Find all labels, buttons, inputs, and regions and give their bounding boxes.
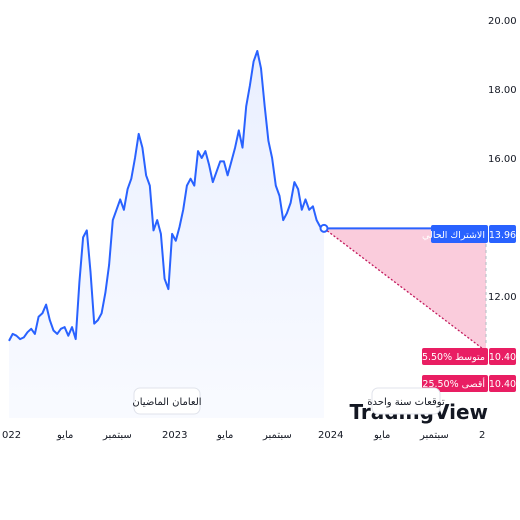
- price-line: [8, 50, 325, 342]
- average-value-tag: [489, 348, 516, 365]
- y-tick-label: 16.00: [488, 154, 517, 165]
- forecast-pill-label: توقعات سنة واحدة: [367, 397, 445, 408]
- past-period-pill: العامان الماضيان: [132, 387, 202, 415]
- high-value-tag: [489, 375, 516, 392]
- past-pill-background: [133, 387, 201, 415]
- past-pill-label: العامان الماضيان: [132, 397, 201, 408]
- x-tick-label: سبتمبر: [262, 430, 292, 441]
- x-tick-label: 022: [2, 430, 21, 441]
- forecast-average-line: [323, 227, 487, 352]
- x-tick-label: سبتمبر: [419, 430, 449, 441]
- x-tick-label: 2024: [318, 430, 343, 441]
- average-change-value: −25.50%: [408, 352, 452, 363]
- y-tick-label: 12.00: [488, 292, 517, 303]
- forecast-pill-background: [371, 387, 441, 415]
- high-change: −25.50% أقصى: [414, 377, 485, 390]
- x-tick-label: 2: [479, 430, 485, 441]
- average-change: −25.50% متوسط: [408, 352, 485, 363]
- average-change-tag: [422, 348, 488, 365]
- high-label: أقصى: [462, 377, 486, 390]
- average-label: متوسط: [455, 352, 485, 363]
- x-tick-label: سبتمبر: [102, 430, 132, 441]
- last-price-dot: [319, 223, 329, 233]
- current-value-tag: [489, 225, 516, 243]
- y-tick-label: 20.00: [488, 16, 517, 27]
- y-axis: 20.00 18.00 16.00 12.00: [488, 16, 517, 303]
- x-tick-label: مايو: [56, 430, 73, 441]
- high-change-value: −25.50%: [414, 379, 458, 390]
- current-label-text: الاشتراك الحالي: [422, 230, 485, 241]
- high-value-text: 10.40: [489, 379, 516, 390]
- forecast-period-pill: توقعات سنة واحدة: [367, 387, 445, 415]
- history-area: [9, 51, 324, 418]
- high-change-tag: [422, 375, 488, 392]
- current-value-text: 13.96: [489, 230, 516, 241]
- x-tick-label: مايو: [373, 430, 390, 441]
- x-axis: 022 مايو سبتمبر 2023 مايو سبتمبر 2024 مايو سبتمب…: [2, 430, 485, 441]
- x-tick-label: مايو: [216, 430, 233, 441]
- x-tick-label: 2023: [162, 430, 187, 441]
- current-label-tag: [431, 225, 488, 243]
- average-value-text: 10.40: [489, 352, 516, 363]
- y-tick-label: 18.00: [488, 85, 517, 96]
